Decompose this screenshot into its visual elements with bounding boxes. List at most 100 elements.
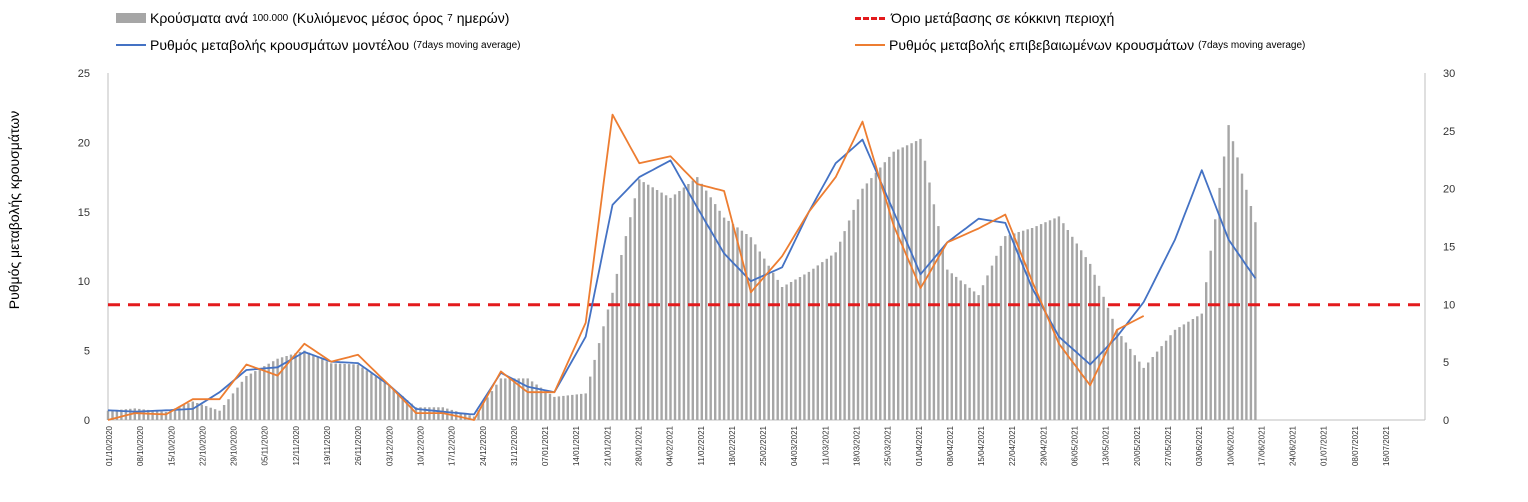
case-bar (575, 394, 578, 420)
case-bar (803, 274, 806, 420)
case-bar (874, 172, 878, 420)
case-bar (932, 204, 936, 420)
case-bar (714, 204, 717, 420)
case-bar (955, 276, 958, 420)
y-right-tick-label: 20 (1443, 184, 1455, 196)
y-left-tick-label: 10 (78, 276, 90, 288)
case-bar (508, 378, 511, 420)
case-bar (972, 291, 976, 420)
case-bar (1066, 230, 1069, 420)
case-bar (477, 410, 480, 420)
case-bar (1013, 233, 1016, 420)
case-bar (647, 184, 650, 420)
case-bar (1124, 342, 1128, 420)
case-bar (839, 241, 842, 420)
legend-threshold-swatch (855, 16, 885, 20)
case-bar (807, 271, 811, 420)
x-tick-label: 12/11/2020 (292, 425, 301, 465)
case-bar (267, 363, 270, 420)
case-bar (338, 363, 342, 420)
case-bar (754, 244, 757, 420)
case-bar (383, 382, 386, 420)
case-bar (888, 156, 891, 420)
case-bar (231, 393, 235, 420)
x-tick-label: 28/01/2021 (634, 425, 643, 466)
case-bar (1075, 243, 1078, 420)
case-bar (981, 285, 985, 420)
case-bar (856, 199, 860, 420)
case-bar (687, 184, 690, 420)
case-bar (1138, 361, 1141, 420)
case-bar (530, 381, 534, 420)
case-bar (977, 295, 980, 420)
case-bar (504, 378, 507, 420)
case-bar (182, 405, 186, 420)
x-tick-label: 08/04/2021 (946, 425, 955, 466)
case-bar (490, 391, 494, 420)
case-bar (629, 217, 632, 420)
case-bar (191, 401, 194, 420)
case-bar (1084, 257, 1087, 420)
y-left-tick-label: 25 (78, 68, 90, 80)
case-bar (218, 410, 221, 420)
case-bar (580, 393, 583, 420)
case-bar (937, 226, 940, 420)
case-bar (236, 387, 239, 420)
case-bar (343, 363, 346, 420)
case-bar (405, 400, 409, 420)
case-bar (718, 210, 721, 420)
case-bar (763, 258, 766, 420)
x-tick-label: 17/06/2021 (1257, 425, 1266, 466)
case-bar (254, 371, 257, 420)
case-bar (1245, 189, 1248, 420)
legend-confirmed-label: Ρυθμός μεταβολής επιβεβαιωμένων κρουσμάτ… (889, 37, 1195, 53)
x-tick-label: 01/10/2020 (105, 425, 114, 466)
case-bar (611, 292, 614, 420)
case-bar (914, 141, 918, 420)
case-bar (620, 255, 623, 420)
confirmed-line (107, 113, 1145, 421)
case-bar (392, 389, 395, 420)
case-bar (1115, 329, 1119, 420)
case-bar (142, 409, 145, 420)
x-tick-label: 27/05/2021 (1164, 425, 1173, 466)
case-bar (1254, 222, 1257, 420)
case-bar (709, 197, 712, 420)
case-bar (740, 230, 744, 420)
x-tick-label: 06/05/2021 (1071, 425, 1080, 466)
case-bar (486, 397, 489, 420)
case-bar (633, 198, 636, 420)
case-bar (111, 410, 114, 420)
x-tick-label: 01/04/2021 (915, 425, 924, 466)
case-bar (1071, 236, 1074, 420)
legend-bars: Κρούσματα ανά 100.000 (Κυλιόμενος μέσος … (116, 10, 509, 26)
case-bar (481, 403, 485, 420)
case-bar (544, 390, 547, 420)
legend-threshold: Όριο μετάβασης σε κόκκινη περιοχή (855, 10, 1114, 26)
case-bar (155, 410, 159, 420)
case-bar (821, 262, 824, 420)
case-bar (589, 376, 592, 420)
case-bar (1191, 319, 1195, 420)
case-bar (865, 183, 869, 420)
case-bar (1231, 141, 1235, 420)
case-bar (347, 364, 351, 420)
legend-model-small: (7days moving average) (413, 39, 521, 51)
case-bar (397, 392, 400, 420)
legend-confirmed: Ρυθμός μεταβολής επιβεβαιωμένων κρουσμάτ… (855, 37, 1305, 53)
case-bar (566, 395, 569, 420)
y-right-tick-label: 25 (1443, 126, 1455, 138)
case-bar (464, 413, 467, 420)
case-bar (294, 353, 297, 420)
case-bar (173, 408, 177, 420)
x-tick-label: 24/12/2020 (479, 425, 488, 466)
case-bar (1187, 321, 1190, 420)
case-bar (901, 147, 904, 420)
case-bar (664, 195, 668, 420)
case-bar (1089, 263, 1092, 420)
case-bar (830, 255, 833, 420)
case-bar (227, 399, 230, 420)
rate-lines (107, 113, 1257, 421)
case-bar (999, 245, 1003, 420)
case-bar (1178, 327, 1181, 420)
